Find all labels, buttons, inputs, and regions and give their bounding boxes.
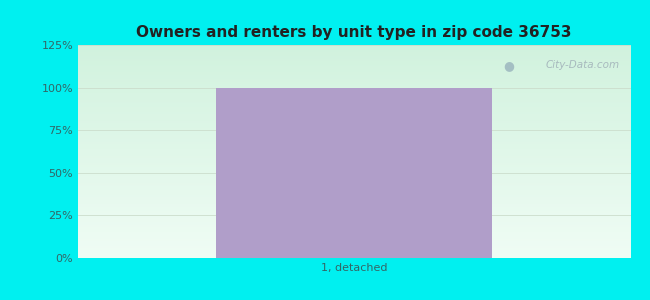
Text: ●: ● — [503, 59, 514, 72]
Bar — [216, 88, 493, 258]
Text: City-Data.com: City-Data.com — [545, 60, 619, 70]
Title: Owners and renters by unit type in zip code 36753: Owners and renters by unit type in zip c… — [136, 25, 572, 40]
